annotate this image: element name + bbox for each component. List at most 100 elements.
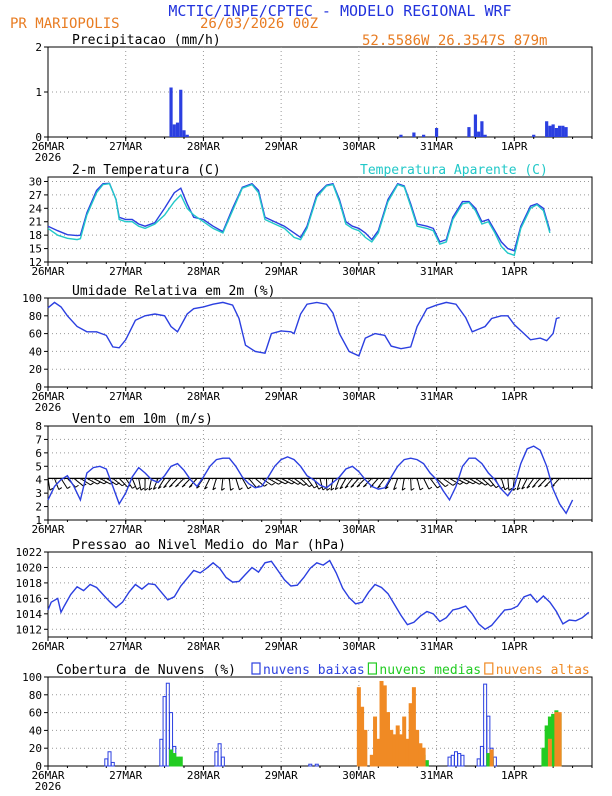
temp-ytick-label: 24 [29, 202, 43, 215]
wind-barb-tip [97, 482, 100, 484]
wind-xtick-label: 29MAR [265, 523, 298, 536]
wind-barb-tip [314, 486, 317, 488]
legend-label-blue: nuvens baixas [263, 663, 365, 678]
wind-barb [411, 478, 412, 490]
temp-xtick-label: 28MAR [187, 265, 220, 278]
precip-xtick-label: 27MAR [109, 140, 142, 153]
temp-legend-label: Temperatura Aparente (C) [360, 163, 548, 178]
legend-swatch-green [368, 663, 376, 674]
clouds-xtick-label: 31MAR [420, 769, 453, 782]
precip-bar [545, 121, 548, 137]
pressure-ytick-label: 1018 [16, 577, 43, 590]
cloud-bar-blue [477, 759, 480, 766]
rh-xtick-label: 31MAR [420, 390, 453, 403]
precip-bar [558, 126, 561, 137]
precip-xtick-sublabel: 2026 [35, 151, 62, 164]
pressure-frame [48, 552, 592, 637]
cloud-bar-blue [458, 754, 461, 766]
wind-barb-tip [76, 485, 79, 487]
clouds-ytick-label: 20 [29, 742, 42, 755]
pressure-ytick-label: 1014 [16, 608, 43, 621]
precip-bar [564, 127, 567, 137]
wind-barb-tip [137, 487, 140, 489]
cloud-bar-blue [461, 755, 464, 766]
cloud-bar-orange [403, 717, 406, 766]
wind-barb-tip [132, 486, 135, 488]
cloud-bar-green [487, 754, 490, 766]
cloud-bar-orange [548, 739, 551, 766]
cloud-bar-orange [399, 735, 402, 766]
cloud-bar-orange [422, 748, 425, 766]
cloud-bar-blue [160, 739, 163, 766]
precip-xtick-label: 29MAR [265, 140, 298, 153]
rh-xtick-label: 27MAR [109, 390, 142, 403]
cloud-bar-blue [221, 757, 224, 766]
clouds-ytick-label: 0 [35, 760, 42, 773]
wind-ytick-label: 3 [35, 487, 42, 500]
cloud-bar-blue [166, 683, 169, 766]
cloud-bar-blue [480, 746, 483, 766]
wind-barb-tip [272, 483, 275, 485]
wind-barb-tip [90, 483, 93, 485]
pressure-xtick-label: 1APR [501, 640, 528, 653]
precip-bar [422, 135, 425, 137]
precip-bar [561, 126, 564, 137]
temp-xtick-label: 27MAR [109, 265, 142, 278]
wind-barb [402, 478, 404, 490]
cloud-bar-orange [361, 707, 364, 766]
wind-barb-tip [505, 488, 508, 490]
wind-barb-tip [141, 488, 144, 490]
precip-bar [480, 121, 483, 137]
temp-ytick-label: 15 [29, 243, 42, 256]
clouds-xtick-label: 27MAR [109, 769, 142, 782]
wind-ytick-label: 8 [35, 420, 42, 433]
temp-xtick-label: 30MAR [342, 265, 375, 278]
wind-xtick-label: 1APR [501, 523, 528, 536]
rh-ytick-label: 100 [22, 292, 42, 305]
wind-barb [417, 478, 420, 490]
pressure-xtick-label: 28MAR [187, 640, 220, 653]
precip-bar [435, 128, 438, 137]
cloud-bar-orange [387, 713, 390, 766]
precip-xtick-label: 31MAR [420, 140, 453, 153]
clouds-xtick-sublabel: 2026 [35, 780, 62, 792]
pressure-ytick-label: 1012 [16, 623, 43, 636]
clouds-ytick-label: 80 [29, 689, 42, 702]
pressure-ytick-label: 1022 [16, 546, 43, 559]
precip-title: Precipitacao (mm/h) [72, 33, 221, 48]
temp-xtick-label: 29MAR [265, 265, 298, 278]
temp-xtick-label: 1APR [501, 265, 528, 278]
precip-bar [474, 115, 477, 138]
cloud-bar-blue [105, 759, 108, 766]
wind-ytick-label: 4 [35, 474, 42, 487]
wind-frame [48, 426, 592, 520]
temp-xtick-label: 31MAR [420, 265, 453, 278]
wind-barb-tip [59, 488, 62, 490]
cloud-bar-blue [163, 697, 166, 766]
temp-series-blue [48, 183, 550, 251]
cloud-bar-orange [412, 688, 415, 766]
cloud-bar-blue [315, 764, 318, 766]
wind-ytick-label: 1 [35, 514, 42, 527]
clouds-ytick-label: 40 [29, 724, 42, 737]
precip-bar [532, 135, 535, 137]
pressure-xtick-label: 27MAR [109, 640, 142, 653]
legend-swatch-orange [485, 663, 493, 674]
precip-bar [173, 124, 176, 137]
cloud-bar-green [173, 754, 176, 766]
clouds-xtick-label: 1APR [501, 769, 528, 782]
precip-ytick-label: 1 [35, 86, 42, 99]
clouds-ytick-label: 100 [22, 671, 42, 684]
wind-barb [222, 478, 223, 490]
wind-ytick-label: 2 [35, 501, 42, 514]
precip-bar [555, 128, 558, 137]
wind-barb-tip [264, 484, 267, 486]
clouds-title: Cobertura de Nuvens (%) [56, 663, 236, 678]
temp-ytick-label: 21 [29, 216, 42, 229]
wind-title: Vento em 10m (m/s) [72, 412, 213, 427]
